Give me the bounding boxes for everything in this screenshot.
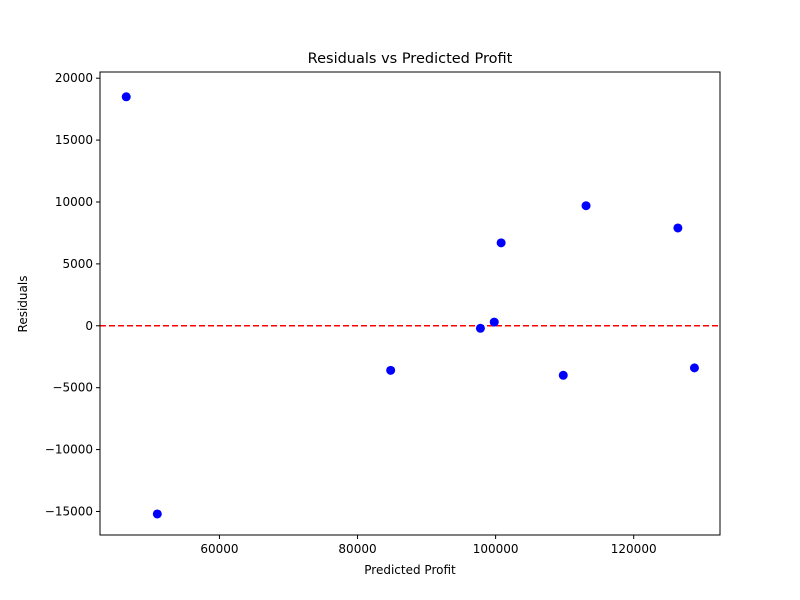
y-tick-label: 15000 [55, 133, 93, 147]
x-tick-label: 120000 [611, 542, 657, 556]
y-axis-label: Residuals [16, 276, 30, 333]
y-tick-label: 10000 [55, 195, 93, 209]
plot-frame [99, 71, 721, 536]
x-axis-label: Predicted Profit [364, 563, 456, 577]
x-tick-label: 80000 [338, 542, 376, 556]
data-point [496, 238, 506, 248]
data-point [689, 363, 699, 373]
chart-title: Residuals vs Predicted Profit [308, 51, 513, 67]
y-tick-label: 20000 [55, 71, 93, 85]
x-axis: 60000 80000 100000 120000 [200, 535, 657, 556]
x-tick-label: 100000 [473, 542, 519, 556]
y-tick-label: −10000 [45, 443, 93, 457]
data-point [581, 201, 591, 211]
data-point [121, 92, 131, 102]
data-point [475, 323, 485, 333]
y-tick-label: −5000 [52, 381, 93, 395]
data-point [489, 317, 499, 327]
y-tick-label: 5000 [62, 257, 93, 271]
data-point [558, 370, 568, 380]
y-axis: −15000 −10000 −5000 0 5000 10000 15000 20000 [45, 71, 100, 518]
x-tick-label: 60000 [200, 542, 238, 556]
data-point [673, 223, 683, 233]
data-point [152, 509, 162, 519]
y-tick-label: 0 [85, 319, 93, 333]
plot-area [100, 92, 720, 519]
y-tick-label: −15000 [45, 504, 93, 518]
data-point [386, 365, 396, 375]
